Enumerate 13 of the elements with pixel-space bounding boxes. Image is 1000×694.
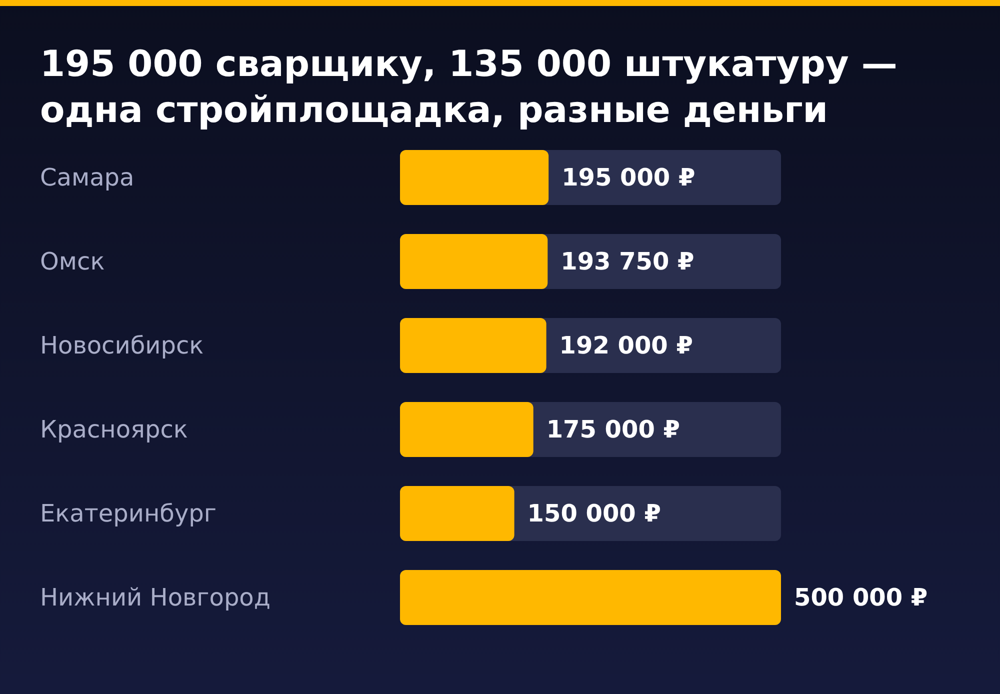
y-tick-label: Нижний Новгород: [40, 584, 270, 612]
data-label: 500 000 ₽: [794, 584, 928, 612]
y-tick-label: Новосибирск: [40, 332, 204, 360]
y-tick-label: Екатеринбург: [40, 500, 216, 528]
y-tick-label: Красноярск: [40, 416, 188, 444]
data-label: 192 000 ₽: [559, 332, 693, 360]
data-label: 195 000 ₽: [562, 164, 696, 192]
y-tick-label: Самара: [40, 164, 134, 192]
data-label: 175 000 ₽: [546, 416, 680, 444]
chart-title: 195 000 сварщику, 135 000 штукатуру — одна стройплощадка, разные деньги: [40, 44, 898, 131]
data-label: 150 000 ₽: [527, 500, 661, 528]
y-tick-label: Омск: [40, 248, 105, 276]
data-label: 193 750 ₽: [560, 248, 694, 276]
